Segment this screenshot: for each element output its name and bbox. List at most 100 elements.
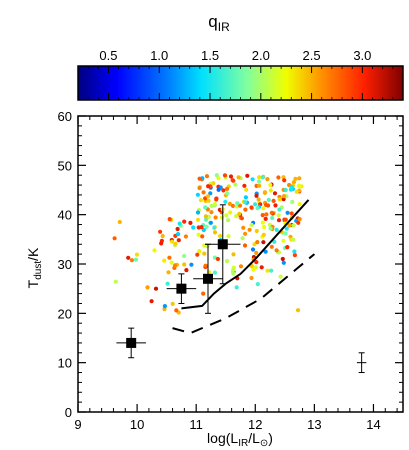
scatter-point	[285, 245, 290, 250]
scatter-point	[250, 247, 256, 252]
scatter-point	[208, 220, 213, 225]
scatter-point	[230, 203, 235, 208]
colorbar-tick-label: 2.5	[303, 48, 321, 63]
scatter-point	[254, 260, 259, 265]
scatter-point	[245, 173, 250, 178]
scatter-point	[296, 220, 301, 225]
scatter-point	[159, 241, 164, 246]
dashed-model-curve	[172, 253, 316, 335]
colorbar-gradient	[77, 65, 404, 101]
scatter-point	[205, 194, 211, 199]
scatter-point	[167, 217, 172, 222]
y-tick-label: 20	[58, 306, 72, 321]
scatter-point	[169, 239, 175, 244]
scatter-point	[167, 255, 172, 260]
plot-frame	[77, 115, 404, 413]
scatter-point	[182, 262, 187, 267]
plot-area: 9 10 11 12 13 14 0 10 20 30 40 50 60	[58, 109, 404, 432]
scatter-point	[214, 173, 219, 178]
scatter-point	[250, 177, 255, 182]
scatter-point	[251, 267, 256, 272]
stacked-point	[126, 337, 137, 348]
y-tick-label: 0	[65, 405, 72, 420]
scatter-point	[177, 221, 182, 226]
scatter-point	[249, 222, 254, 227]
scatter-point	[170, 301, 175, 306]
scatter-point	[231, 271, 236, 276]
scatter-point	[268, 188, 273, 193]
scatter-point	[257, 183, 262, 188]
y-axis-title: Tdust/K	[25, 247, 44, 288]
scatter-point	[231, 252, 236, 257]
scatter-point	[257, 175, 262, 180]
scatter-point	[176, 238, 181, 243]
scatter-point	[263, 249, 268, 254]
scatter-point	[195, 192, 200, 197]
scatter-point	[200, 234, 205, 239]
colorbar-tick-label: 3.0	[353, 48, 371, 63]
scatter-point	[235, 201, 240, 206]
scatter-point	[247, 227, 252, 232]
colorbar-tick-label: 2.0	[252, 48, 270, 63]
scatter-point	[255, 282, 260, 287]
solid-model-curve	[181, 199, 310, 310]
scatter-point	[175, 226, 180, 232]
x-tick-label: 12	[248, 417, 262, 432]
scatter-point	[189, 262, 194, 267]
scatter-point	[269, 244, 274, 249]
scatter-point	[223, 199, 228, 204]
scatter-point	[134, 252, 140, 257]
scatter-point	[243, 207, 248, 212]
scatter-point	[222, 173, 228, 178]
scatter-point	[296, 183, 301, 188]
scatter-point	[243, 200, 248, 205]
scatter-point	[281, 194, 287, 199]
scatter-point	[269, 210, 274, 215]
scatter-point	[149, 299, 154, 304]
scatter-point	[199, 225, 204, 230]
scatter-point	[182, 253, 187, 259]
scatter-point	[297, 202, 302, 207]
scatter-point	[212, 225, 217, 230]
scatter-point	[113, 279, 118, 284]
scatter-point	[265, 177, 270, 182]
scatter-point	[264, 202, 269, 208]
scatter-point	[270, 215, 275, 221]
scatter-point	[288, 187, 293, 192]
scatter-point	[126, 255, 131, 260]
scatter-point	[176, 232, 181, 237]
scatter-point	[290, 199, 295, 204]
scatter-point	[203, 263, 208, 268]
scatter-point	[287, 223, 292, 228]
scatter-point	[289, 211, 294, 216]
scatter-point	[212, 202, 217, 207]
scatter-point	[241, 225, 246, 230]
scatter-point	[230, 178, 235, 183]
scatter-point	[203, 214, 208, 219]
scatter-point	[260, 213, 265, 218]
scatter-point	[242, 243, 248, 248]
stacked-points	[116, 204, 241, 359]
scatter-point	[274, 248, 279, 253]
scatter-point	[152, 248, 157, 253]
scatter-point	[145, 285, 150, 290]
scatter-point	[209, 203, 214, 208]
scatter-point	[297, 176, 302, 181]
y-tick-label: 50	[58, 158, 72, 173]
scatter-point	[215, 256, 220, 262]
scatter-point	[214, 197, 219, 202]
scatter-point	[218, 233, 223, 239]
scatter-point	[117, 219, 122, 225]
scatter-point	[263, 216, 268, 221]
x-tick-label: 14	[366, 417, 380, 432]
scatter-point	[255, 206, 260, 211]
scatter-point	[201, 291, 206, 296]
scatter-point	[202, 251, 207, 256]
scatter-point	[295, 308, 301, 313]
scatter-point	[191, 225, 196, 230]
scatter-point	[272, 191, 278, 196]
scatter-point	[231, 268, 236, 273]
scatter-point	[253, 202, 258, 207]
scatter-point	[162, 304, 167, 309]
scatter-point	[184, 268, 189, 273]
